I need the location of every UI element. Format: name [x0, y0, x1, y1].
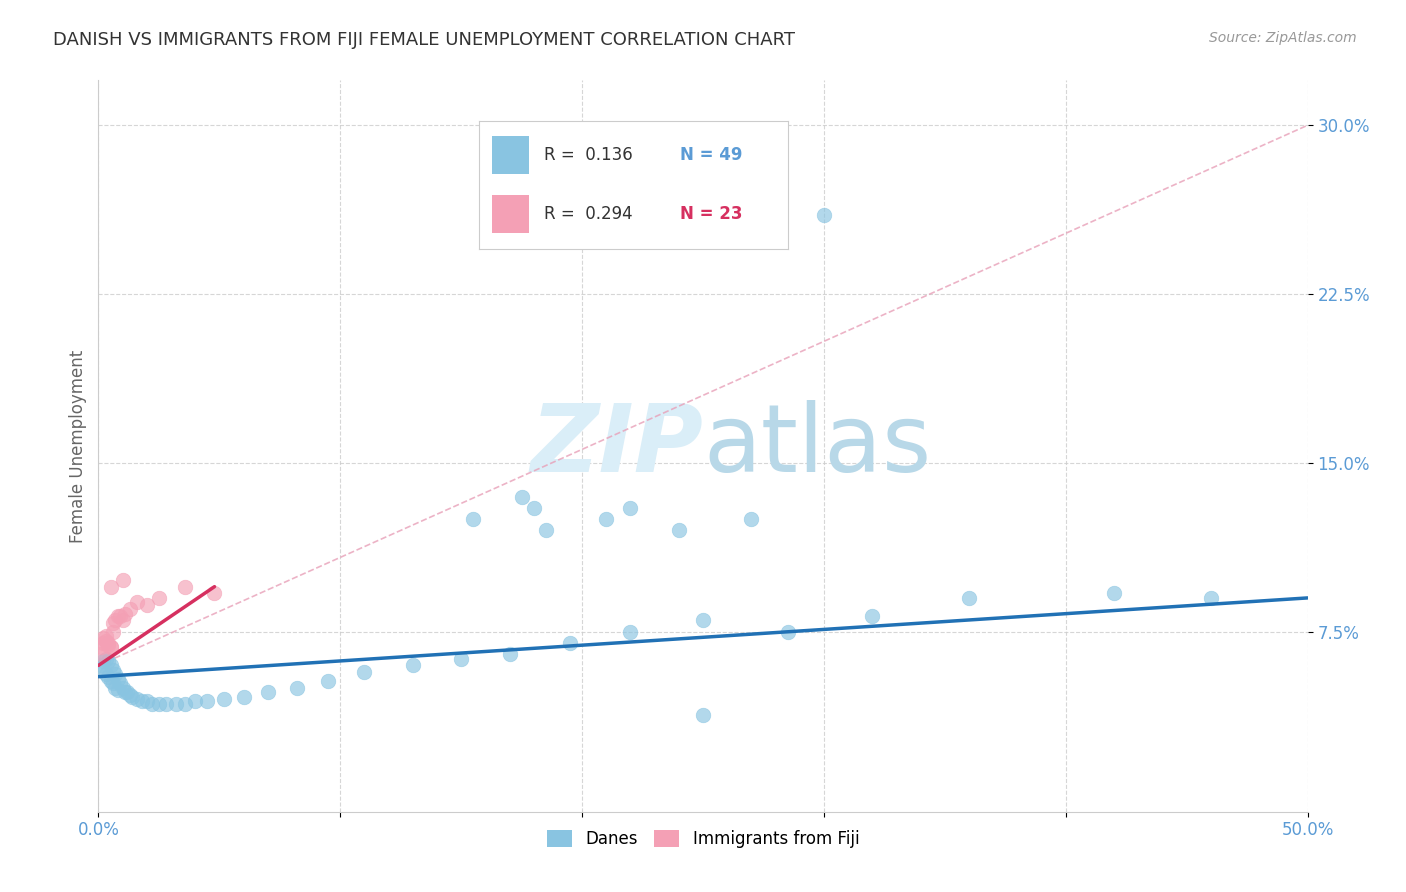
- Point: [91, 654, 114, 668]
- Point: [101, 615, 124, 630]
- Point: [100, 640, 122, 655]
- Point: [1199, 591, 1222, 605]
- Point: [256, 685, 278, 699]
- Point: [101, 676, 124, 690]
- Point: [90, 658, 112, 673]
- Point: [97, 670, 120, 684]
- Point: [204, 586, 226, 600]
- Point: [100, 640, 122, 655]
- Point: [111, 614, 134, 628]
- Text: atlas: atlas: [703, 400, 931, 492]
- Point: [131, 694, 153, 708]
- Point: [94, 633, 117, 648]
- Point: [668, 524, 690, 538]
- Point: [104, 614, 127, 628]
- Point: [155, 697, 177, 711]
- Point: [94, 651, 117, 665]
- Point: [450, 651, 472, 665]
- Text: ZIP: ZIP: [530, 400, 703, 492]
- Point: [94, 667, 117, 681]
- Point: [957, 591, 980, 605]
- Point: [107, 672, 129, 686]
- Point: [114, 685, 136, 699]
- Point: [174, 697, 197, 711]
- Legend: Danes, Immigrants from Fiji: Danes, Immigrants from Fiji: [540, 823, 866, 855]
- Point: [101, 624, 124, 639]
- Point: [776, 624, 799, 639]
- Point: [91, 636, 114, 650]
- Point: [107, 608, 129, 623]
- Point: [148, 591, 170, 605]
- Point: [90, 647, 112, 661]
- Point: [100, 580, 122, 594]
- Point: [165, 697, 187, 711]
- Point: [174, 580, 197, 594]
- Text: DANISH VS IMMIGRANTS FROM FIJI FEMALE UNEMPLOYMENT CORRELATION CHART: DANISH VS IMMIGRANTS FROM FIJI FEMALE UN…: [53, 31, 796, 49]
- Point: [121, 690, 143, 704]
- Point: [141, 697, 163, 711]
- Y-axis label: Female Unemployment: Female Unemployment: [69, 350, 87, 542]
- Point: [108, 676, 131, 690]
- Point: [127, 595, 149, 609]
- Point: [97, 636, 120, 650]
- Point: [114, 607, 136, 621]
- Point: [285, 681, 308, 695]
- Point: [100, 674, 122, 689]
- Point: [558, 636, 581, 650]
- Point: [127, 692, 149, 706]
- Point: [316, 674, 339, 689]
- Point: [534, 524, 557, 538]
- Point: [463, 512, 485, 526]
- Point: [101, 663, 124, 677]
- Point: [107, 683, 129, 698]
- Point: [813, 208, 835, 222]
- Point: [740, 512, 762, 526]
- Point: [353, 665, 375, 680]
- Point: [860, 608, 883, 623]
- Point: [91, 663, 114, 677]
- Point: [619, 500, 641, 515]
- Point: [104, 681, 127, 695]
- Point: [232, 690, 254, 704]
- Point: [1102, 586, 1125, 600]
- Text: Source: ZipAtlas.com: Source: ZipAtlas.com: [1209, 31, 1357, 45]
- Point: [135, 598, 157, 612]
- Point: [118, 688, 141, 702]
- Point: [619, 624, 641, 639]
- Point: [108, 608, 131, 623]
- Point: [90, 640, 112, 655]
- Point: [510, 490, 533, 504]
- Point: [523, 500, 546, 515]
- Point: [111, 573, 134, 587]
- Point: [498, 647, 520, 661]
- Point: [97, 638, 120, 652]
- Point: [118, 602, 141, 616]
- Point: [402, 658, 425, 673]
- Point: [104, 667, 127, 681]
- Point: [195, 694, 218, 708]
- Point: [212, 692, 235, 706]
- Point: [692, 614, 714, 628]
- Point: [692, 708, 714, 723]
- Point: [97, 654, 120, 668]
- Point: [184, 694, 207, 708]
- Point: [135, 694, 157, 708]
- Point: [100, 658, 122, 673]
- Point: [148, 697, 170, 711]
- Point: [111, 681, 134, 695]
- Point: [595, 512, 617, 526]
- Point: [91, 632, 114, 646]
- Point: [117, 685, 139, 699]
- Point: [94, 629, 117, 643]
